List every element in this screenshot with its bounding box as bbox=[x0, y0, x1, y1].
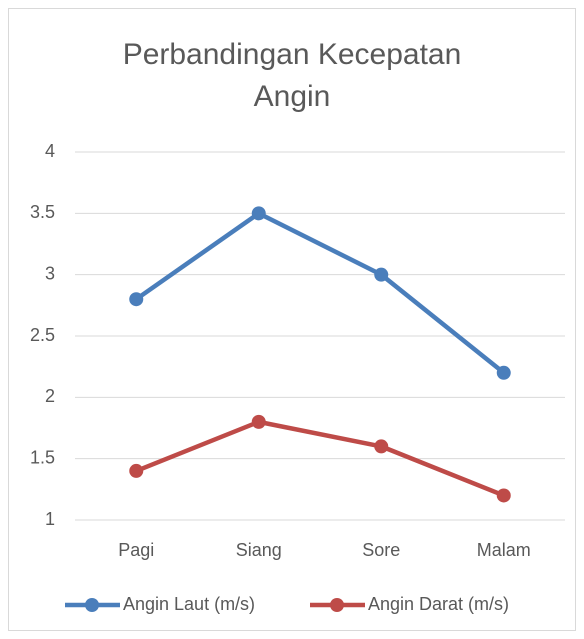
data-point bbox=[374, 267, 389, 282]
y-tick-label: 4 bbox=[45, 141, 55, 161]
x-tick-label: Sore bbox=[362, 540, 400, 560]
legend-marker bbox=[85, 598, 99, 612]
y-tick-label: 3 bbox=[45, 263, 55, 283]
series-line bbox=[134, 211, 506, 376]
data-point bbox=[251, 414, 266, 429]
data-point bbox=[251, 206, 266, 221]
y-tick-label: 1 bbox=[45, 509, 55, 529]
y-tick-label: 1.5 bbox=[30, 447, 55, 467]
y-tick-label: 2.5 bbox=[30, 325, 55, 345]
x-tick-label: Malam bbox=[477, 540, 531, 560]
legend-label: Angin Darat (m/s) bbox=[368, 594, 509, 614]
x-tick-label: Siang bbox=[236, 540, 282, 560]
data-point bbox=[496, 488, 511, 503]
chart-title: Perbandingan Kecepatan Angin bbox=[122, 38, 462, 113]
chart-border bbox=[8, 8, 576, 631]
data-point bbox=[496, 365, 511, 380]
series-line bbox=[134, 419, 506, 498]
data-point bbox=[129, 463, 144, 478]
legend-label: Angin Laut (m/s) bbox=[123, 594, 255, 614]
legend-marker bbox=[330, 598, 344, 612]
y-tick-label: 3.5 bbox=[30, 202, 55, 222]
data-point bbox=[374, 439, 389, 454]
data-point bbox=[129, 292, 144, 307]
x-tick-label: Pagi bbox=[118, 540, 154, 560]
y-tick-label: 2 bbox=[45, 386, 55, 406]
